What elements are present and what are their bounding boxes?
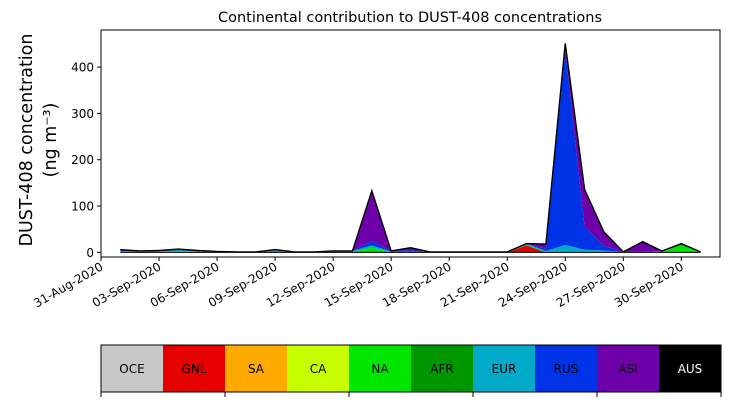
legend-swatch-sa — [225, 345, 288, 392]
legend-label-rus: RUS — [554, 362, 579, 376]
legend-label-eur: EUR — [492, 362, 517, 376]
y-tick-label: 100 — [71, 200, 94, 214]
area-aus — [120, 43, 701, 252]
legend-swatch-rus — [535, 345, 598, 392]
y-axis-label-line1: DUST-408 concentration — [17, 34, 37, 247]
stacked-areas — [120, 43, 701, 253]
y-tick-label: 0 — [86, 246, 94, 260]
area-eur — [120, 243, 701, 253]
legend-label-gnl: GNL — [182, 362, 207, 376]
plot-frame — [100, 29, 721, 258]
legend-swatch-oce — [101, 345, 164, 392]
legend-swatch-aus — [659, 345, 722, 392]
y-tick-label: 400 — [71, 61, 94, 75]
area-na — [120, 244, 701, 253]
chart-title: Continental contribution to DUST-408 con… — [218, 10, 602, 26]
y-tick-label: 200 — [71, 153, 94, 167]
legend-label-aus: AUS — [678, 362, 703, 376]
legend-frame — [100, 344, 722, 393]
legend-label-afr: AFR — [430, 362, 453, 376]
total-outline — [120, 43, 701, 253]
y-axis-label: DUST-408 concentration (ng m⁻³) — [17, 34, 61, 247]
total-line — [120, 43, 701, 253]
area-asi — [120, 43, 701, 252]
legend-label-asi: ASI — [618, 362, 637, 376]
legend-swatch-afr — [411, 345, 474, 392]
y-tick-label: 300 — [71, 107, 94, 121]
legend-swatch-na — [349, 345, 412, 392]
legend-label-ca: CA — [310, 362, 327, 376]
legend-label-na: NA — [371, 362, 389, 376]
legend-swatch-gnl — [163, 345, 226, 392]
legend-label-oce: OCE — [119, 362, 144, 376]
legend-label-sa: SA — [248, 362, 265, 376]
legend-swatch-asi — [597, 345, 660, 392]
legend-swatch-ca — [287, 345, 350, 392]
axes: 010020030040031-Aug-202003-Sep-202006-Se… — [31, 29, 721, 310]
area-rus — [120, 50, 701, 252]
y-axis-label-line2: (ng m⁻³) — [41, 103, 61, 178]
legend-swatch-eur — [473, 345, 536, 392]
legend-colorbar: OCE GNL SA CA NA AFR EUR RUS ASI AUS — [100, 344, 722, 397]
